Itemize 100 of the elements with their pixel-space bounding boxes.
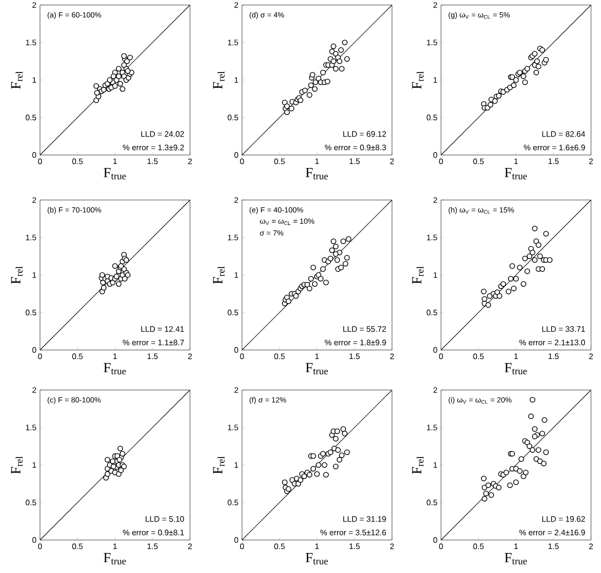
point (509, 263, 516, 269)
point (530, 447, 536, 453)
y-axis-title: F$_{rel}$ (412, 71, 424, 89)
point (510, 82, 517, 88)
point (500, 281, 506, 287)
point (482, 296, 488, 302)
point (530, 250, 536, 256)
x-axis-title: F$_{true}$ (104, 553, 126, 564)
point (301, 473, 308, 480)
point (532, 257, 538, 263)
y-axis-title: F$_{rel}$ (213, 266, 225, 284)
point (322, 462, 328, 468)
point (496, 484, 502, 490)
point (298, 97, 304, 104)
point (482, 496, 488, 502)
point (516, 264, 523, 270)
point (306, 472, 312, 478)
point (540, 460, 547, 466)
point (121, 53, 127, 59)
point (496, 92, 502, 99)
point (543, 56, 549, 63)
point (533, 238, 540, 244)
point (106, 77, 113, 83)
point (304, 282, 310, 288)
point (344, 254, 350, 261)
point (310, 453, 316, 459)
point (332, 464, 339, 470)
point (513, 77, 519, 83)
point (100, 284, 107, 291)
point (522, 470, 529, 476)
point (112, 83, 118, 89)
point (112, 263, 118, 269)
x-axis-title: F$_{true}$ (306, 553, 328, 564)
x-axis-title: F$_{true}$ (504, 553, 527, 564)
point (298, 477, 304, 483)
point (528, 413, 534, 420)
y-axis-title: F$_{rel}$ (11, 266, 23, 284)
point (332, 66, 339, 72)
point (120, 450, 126, 457)
point (312, 281, 318, 287)
point (485, 302, 492, 308)
point (310, 466, 316, 472)
point (338, 452, 345, 458)
point (284, 103, 290, 110)
point (494, 289, 500, 296)
point (342, 40, 348, 46)
point (93, 83, 100, 89)
point (114, 274, 120, 280)
y-axis-title: F$_{rel}$ (412, 266, 424, 284)
point (324, 78, 330, 84)
point (488, 102, 494, 108)
point (496, 293, 502, 299)
point (286, 486, 292, 492)
point (520, 73, 526, 80)
point (516, 468, 523, 474)
point (522, 256, 528, 262)
point (508, 276, 514, 282)
point (329, 247, 335, 254)
point (332, 436, 339, 442)
point (532, 434, 538, 440)
point (314, 471, 320, 477)
y-axis-title: F$_{rel}$ (412, 456, 424, 474)
point (506, 288, 512, 294)
point (530, 396, 536, 403)
point (308, 82, 314, 88)
point (532, 226, 538, 232)
point (485, 482, 492, 488)
point (338, 66, 345, 72)
point (332, 251, 339, 257)
point (342, 430, 348, 436)
point (110, 73, 116, 80)
point (318, 276, 324, 282)
point (320, 450, 326, 457)
point (536, 447, 542, 453)
point (532, 50, 538, 57)
point (127, 54, 133, 60)
point (286, 298, 292, 304)
point (480, 288, 487, 294)
point (100, 86, 107, 93)
x-axis-title: F$_{true}$ (306, 363, 328, 374)
point (518, 456, 524, 462)
point (334, 428, 340, 434)
point (533, 70, 540, 76)
point (295, 480, 302, 487)
point (120, 86, 126, 92)
point (118, 467, 124, 474)
x-axis-title: F$_{true}$ (504, 363, 527, 374)
point (121, 62, 127, 68)
point (308, 276, 314, 282)
point (513, 479, 519, 486)
x-axis-title: F$_{true}$ (104, 363, 126, 374)
point (539, 266, 546, 272)
point (332, 244, 339, 250)
point (543, 230, 549, 237)
y-axis-title: F$_{rel}$ (11, 71, 23, 89)
point (513, 276, 519, 282)
point (116, 456, 122, 463)
point (282, 479, 288, 486)
point (330, 238, 336, 244)
point (539, 47, 546, 53)
